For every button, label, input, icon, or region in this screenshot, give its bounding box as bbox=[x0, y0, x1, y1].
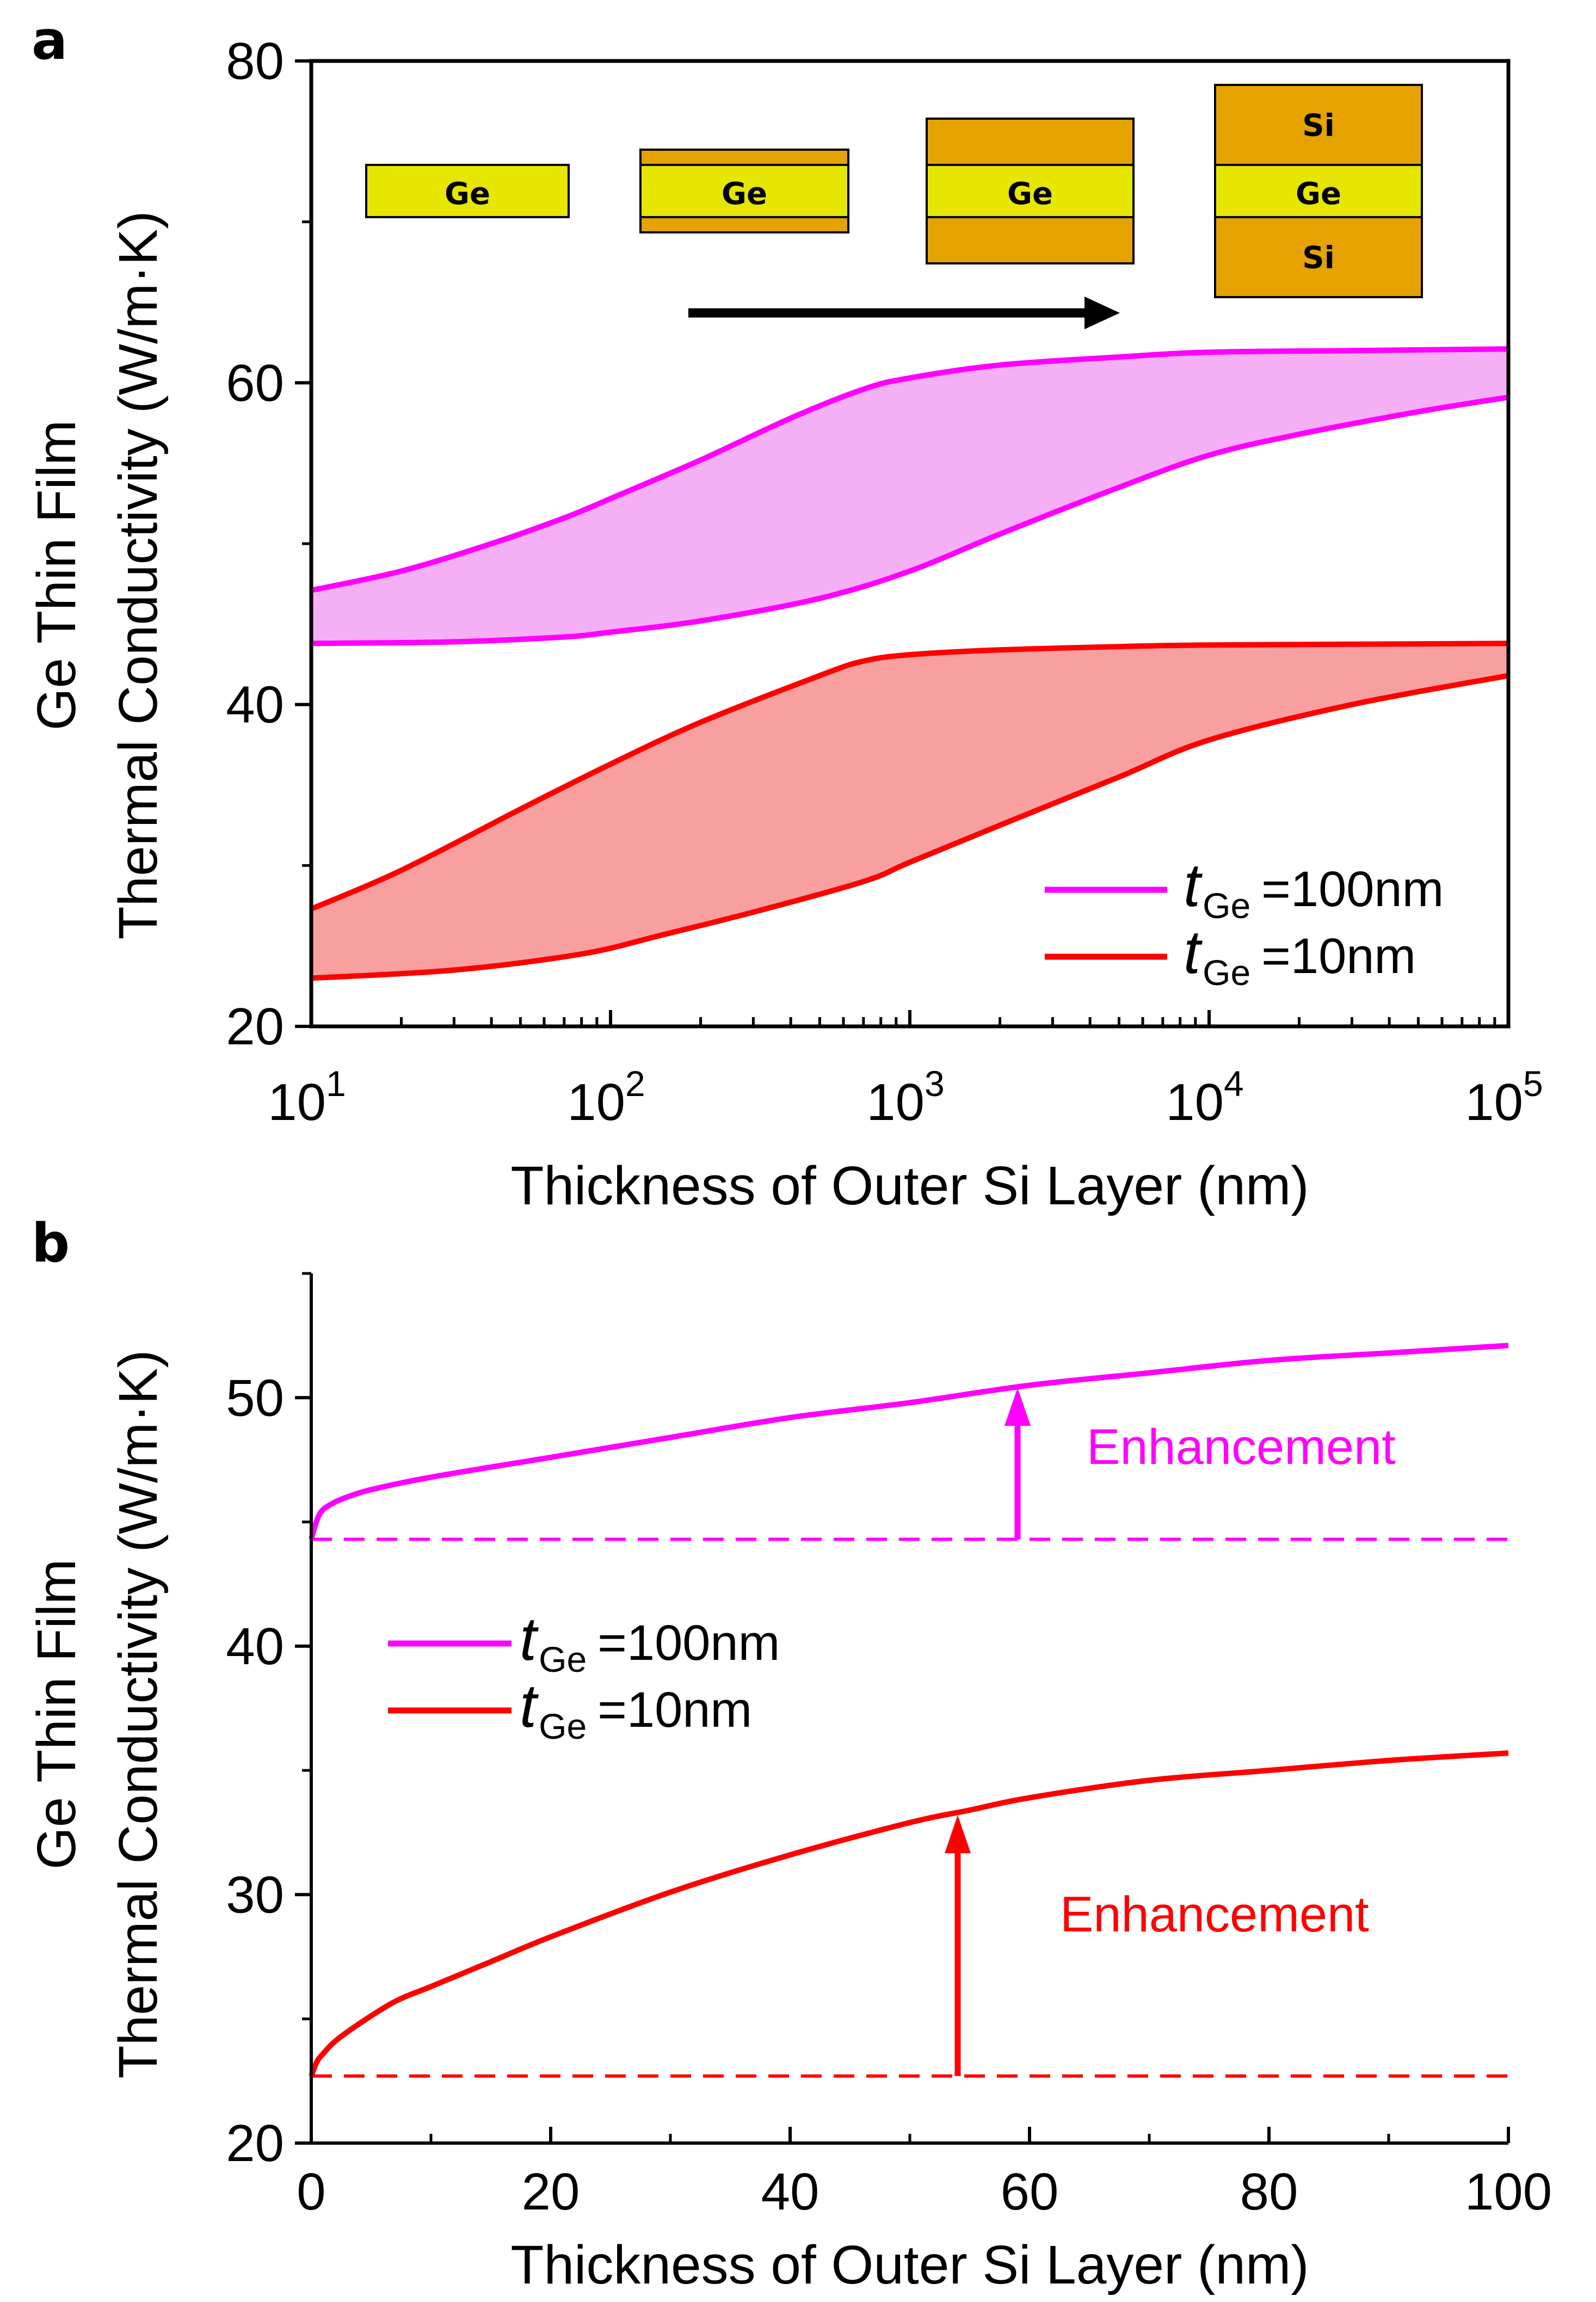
y-tick-label: 40 bbox=[226, 676, 284, 734]
panel-a-x-axis-label: Thickness of Outer Si Layer (nm) bbox=[510, 1155, 1309, 1216]
band-lower-line-0 bbox=[311, 394, 1509, 647]
ge-layer-label: Ge bbox=[1007, 176, 1053, 212]
x-tick-label: 0 bbox=[297, 2163, 325, 2221]
layer-stack-4: Ge Si Si bbox=[1214, 84, 1423, 298]
x-tick-label: 40 bbox=[761, 2163, 819, 2221]
panel-a-ylabel-line2: Thermal Conductivity (W/m·K) bbox=[108, 211, 169, 939]
x-tick-label: 105 bbox=[1465, 1063, 1543, 1131]
y-tick-label: 30 bbox=[226, 1866, 284, 1924]
layer-stack-1: Ge bbox=[365, 164, 570, 218]
si-top-layer bbox=[1214, 84, 1423, 166]
ge-layer bbox=[926, 164, 1135, 218]
x-tick-label: 104 bbox=[1166, 1063, 1244, 1131]
y-tick-label: 50 bbox=[226, 1369, 284, 1427]
panel-b-legend-label-100nm: tGe =100nm bbox=[520, 1605, 780, 1679]
panel-a-y-tick-labels: 20 40 60 80 bbox=[226, 32, 284, 1056]
x-tick-label: 101 bbox=[268, 1063, 346, 1131]
panel-b-legend: tGe =100nm tGe =10nm bbox=[388, 1605, 780, 1746]
panel-a-curves bbox=[310, 346, 1509, 981]
y-tick-label: 40 bbox=[226, 1617, 284, 1676]
enhancement-label-10nm: Enhancement bbox=[1060, 1887, 1369, 1942]
panel-b-ylabel-line1: Ge Thin Film bbox=[26, 1559, 87, 1870]
si-bottom-label: Si bbox=[1302, 241, 1335, 276]
ge-layer bbox=[639, 164, 849, 218]
panel-a-legend-label-10nm: tGe =10nm bbox=[1184, 918, 1416, 993]
inset-growth-arrow bbox=[688, 297, 1120, 329]
layer-stack-3: Ge bbox=[926, 118, 1135, 264]
panel-a-ylabel-line1: Ge Thin Film bbox=[26, 420, 87, 731]
panel-b-y-tick-labels: 20 30 40 50 bbox=[226, 1369, 284, 2172]
panel-b-y-axis-label: Ge Thin Film Thermal Conductivity (W/m·K… bbox=[26, 1350, 169, 2078]
panel-a-legend-label-100nm: tGe =100nm bbox=[1184, 851, 1444, 926]
y-tick-label: 60 bbox=[226, 354, 284, 412]
curve-1 bbox=[309, 1750, 1509, 2077]
panel-b-x-axis-label: Thickness of Outer Si Layer (nm) bbox=[510, 2235, 1309, 2295]
x-tick-label: 80 bbox=[1240, 2163, 1298, 2221]
panel-b-legend-label-10nm: tGe =10nm bbox=[520, 1672, 752, 1746]
panel-b-letter: b bbox=[32, 1212, 70, 1275]
ge-layer-label: Ge bbox=[445, 176, 490, 212]
panel-a-y-axis-label: Ge Thin Film Thermal Conductivity (W/m·K… bbox=[26, 211, 169, 939]
panel-b-annotations: Enhancement Enhancement bbox=[945, 1388, 1396, 2076]
layer-stack-2: Ge bbox=[639, 149, 849, 233]
x-tick-label: 20 bbox=[522, 2163, 580, 2221]
y-tick-label: 80 bbox=[226, 32, 284, 90]
band-fill-1 bbox=[311, 643, 1508, 978]
si-top-label: Si bbox=[1302, 108, 1335, 144]
panel-b-ticks bbox=[295, 1272, 1510, 2145]
curve-0 bbox=[309, 1343, 1509, 1540]
band-upper-line-1 bbox=[310, 641, 1509, 912]
panel-b-x-tick-labels: 0 20 40 60 80 100 bbox=[297, 2163, 1552, 2221]
x-tick-label: 103 bbox=[866, 1063, 945, 1131]
si-bottom-layer bbox=[639, 216, 849, 233]
y-tick-label: 20 bbox=[226, 2114, 284, 2172]
enhancement-label-100nm: Enhancement bbox=[1087, 1419, 1396, 1475]
band-fill-0 bbox=[311, 349, 1508, 644]
x-tick-label: 100 bbox=[1465, 2163, 1552, 2221]
band-upper-line-0 bbox=[310, 346, 1509, 593]
ge-layer bbox=[1214, 164, 1423, 218]
ge-layer bbox=[365, 164, 570, 218]
x-tick-label: 60 bbox=[1001, 2163, 1059, 2221]
panel-a-ticks bbox=[295, 59, 1510, 1028]
panel-a-letter: a bbox=[32, 10, 67, 72]
ge-layer-label: Ge bbox=[722, 176, 767, 212]
si-bottom-layer bbox=[926, 216, 1135, 264]
panel-b-ylabel-line2: Thermal Conductivity (W/m·K) bbox=[108, 1350, 169, 2078]
layer-stack-inset: Ge Ge Ge Ge Si Si bbox=[365, 84, 1423, 298]
x-tick-label: 102 bbox=[567, 1063, 645, 1131]
enhancement-arrow-head-1 bbox=[945, 1815, 971, 1854]
panel-a-bands bbox=[311, 349, 1508, 978]
panel-a-legend: tGe =100nm tGe =10nm bbox=[1045, 851, 1444, 993]
panel-b-curves bbox=[309, 1343, 1509, 2078]
band-lower-line-1 bbox=[311, 673, 1509, 981]
ge-layer-label: Ge bbox=[1296, 176, 1341, 212]
y-tick-label: 20 bbox=[226, 998, 284, 1056]
panel-a-x-tick-labels: 101 102 103 104 105 bbox=[268, 1063, 1543, 1131]
si-top-layer bbox=[639, 149, 849, 166]
enhancement-arrow-head-0 bbox=[1005, 1388, 1031, 1426]
panel-a-plot: 20 40 60 80 101 102 103 104 105 Ge Ge Ge Ge Si Si tG… bbox=[226, 32, 1543, 1131]
si-top-layer bbox=[926, 118, 1135, 166]
